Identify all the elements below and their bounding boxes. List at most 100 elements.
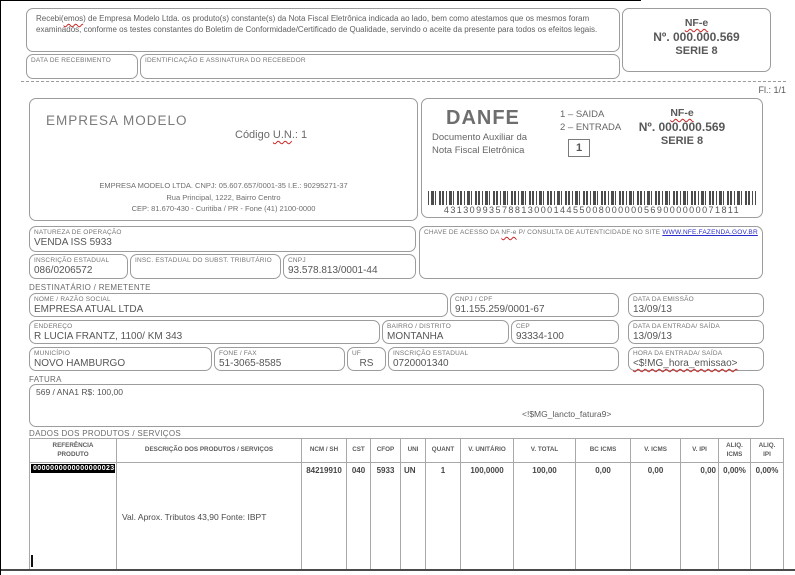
field-endereco: ENDEREÇO R LUCIA FRANTZ, 1100/ KM 343 [29, 320, 380, 344]
endereco-value: R LUCIA FRANTZ, 1100/ KM 343 [34, 331, 183, 342]
produtos-table-wrap: REFERÊNCIA PRODUTO DESCRIÇÃO DOS PRODUTO… [29, 438, 784, 570]
data-emissao-value: 13/09/13 [633, 304, 672, 315]
danfe-subtitle-line1: Documento Auxiliar da [432, 132, 528, 143]
field-data-recebimento: DATA DE RECEBIMENTO [26, 54, 138, 79]
col-referencia-produto: REFERÊNCIA PRODUTO [29, 438, 117, 463]
col-aliq-ipi: ALIQ. IPI [750, 438, 784, 463]
danfe-nfe-number-block: NF-e Nº. 000.000.569 SERIE 8 [616, 107, 748, 147]
receipt-statement-post: ) de Empresa Modelo Ltda. os produto(s) … [36, 14, 598, 35]
field-hora-entrada-saida: HORA DA ENTRADA/ SAÍDA <$!MG_hora_emissa… [628, 347, 764, 371]
cell-aliq-ipi: 0,00% [750, 462, 784, 570]
field-data-emissao: DATA DA EMISSÃO 13/09/13 [628, 293, 764, 317]
inscricao-estadual-label: INSCRIÇÃO ESTADUAL [34, 257, 110, 264]
col-descricao: DESCRIÇÃO DOS PRODUTOS / SERVIÇOS [116, 438, 302, 463]
col-ncm-sh: NCM / SH [301, 438, 347, 463]
uf-value: RS [359, 358, 374, 369]
cnpj-emitente-value: 93.578.813/0001-44 [288, 265, 378, 276]
produtos-section-title: DADOS DOS PRODUTOS / SERVIÇOS [29, 429, 181, 438]
col-cst: CST [346, 438, 371, 463]
cell-referencia: 00000000000000000238 [29, 462, 117, 570]
un-code-pre: Código [235, 129, 273, 141]
data-entrada-saida-label: DATA DA ENTRADA/ SAÍDA [633, 323, 720, 330]
field-municipio: MUNICÍPIO NOVO HAMBURGO [29, 347, 212, 371]
fatura-placeholder: <!$MG_lancto_fatura9> [522, 409, 612, 419]
nfe-fazenda-link[interactable]: WWW.NFE.FAZENDA.GOV.BR [662, 229, 758, 236]
fatura-section-title: FATURA [29, 375, 62, 384]
data-recebimento-label: DATA DE RECEBIMENTO [31, 57, 112, 64]
field-inscricao-estadual-destinatario: INSCRIÇÃO ESTADUAL 0720001340 [388, 347, 619, 371]
produtos-table: REFERÊNCIA PRODUTO DESCRIÇÃO DOS PRODUTO… [29, 438, 784, 570]
col-quant: QUANT [425, 438, 461, 463]
danfe-subtitle-line2: Nota Fiscal Eletrônica [432, 144, 525, 156]
identificacao-assinatura-label: IDENTIFICAÇÃO E ASSINATURA DO RECEBEDOR [145, 57, 306, 64]
cep-value: 93334-100 [516, 331, 564, 342]
municipio-label: MUNICÍPIO [34, 350, 71, 357]
issuer-info-block: EMPRESA MODELO LTDA. CNPJ: 05.607.657/00… [30, 180, 417, 214]
col-v-ipi: V. IPI [680, 438, 719, 463]
field-fone-fax: FONE / FAX 51-3065-8585 [214, 347, 345, 371]
natureza-operacao-value: VENDA ISS 5933 [34, 237, 112, 248]
danfe-entrada-label: 2 – ENTRADA [560, 122, 622, 134]
issuer-info-line1: EMPRESA MODELO LTDA. CNPJ: 05.607.657/00… [99, 181, 348, 191]
chave-label-post: P/ CONSULTA DE AUTENTICIDADE NO SITE [516, 229, 663, 236]
cell-aliq-icms: 0,00% [718, 462, 751, 570]
field-cnpj-cpf: CNPJ / CPF 91.155.259/0001-67 [450, 293, 619, 317]
inscricao-estadual-value: 086/0206572 [34, 265, 93, 276]
fone-fax-value: 51-3065-8585 [219, 358, 282, 369]
field-cep: CEP 93334-100 [511, 320, 619, 344]
nfe-number-stub-box: NF-e Nº. 000.000.569 SERIE 8 [622, 8, 771, 72]
danfe-title: DANFE [446, 107, 520, 129]
folio-label: Fl.: 1/1 [758, 85, 786, 95]
tributos-note: Val. Aprox. Tributos 43,90 Fonte: IBPT [122, 512, 267, 522]
access-key-barcode [428, 191, 756, 205]
danfe-operation-type-box: 1 [568, 139, 590, 157]
endereco-label: ENDEREÇO [34, 323, 73, 330]
issuer-info-line2: Rua Principal, 1222, Bairro Centro [166, 192, 281, 202]
issuer-box: EMPRESA MODELO Código U.N.: 1 EMPRESA MO… [29, 98, 418, 221]
danfe-inout-legend: 1 – SAIDA 2 – ENTRADA [560, 108, 621, 135]
col-v-unitario: V. UNITÁRIO [460, 438, 514, 463]
stub-nfe-number: Nº. 000.000.569 [653, 30, 740, 44]
fone-fax-label: FONE / FAX [219, 350, 257, 357]
cell-descricao: Val. Aprox. Tributos 43,90 Fonte: IBPT [116, 462, 302, 570]
hora-entrada-saida-value: <$!MG_hora_emissao> [633, 358, 738, 369]
referencia-selected-text[interactable]: 00000000000000000238 [31, 464, 115, 473]
field-cnpj-emitente: CNPJ 93.578.813/0001-44 [283, 254, 416, 279]
field-nome-razao-social: NOME / RAZÃO SOCIAL EMPRESA ATUAL LTDA [29, 293, 448, 317]
access-key-digits: 4313099357881300014455008000000569000000… [443, 205, 741, 215]
cell-ncm: 84219910 [301, 462, 347, 570]
danfe-saida-label: 1 – SAIDA [560, 109, 605, 120]
ie-destinatario-label: INSCRIÇÃO ESTADUAL [393, 350, 469, 357]
cell-v-unitario: 100,0000 [460, 462, 514, 570]
cell-v-icms: 0,00 [630, 462, 681, 570]
ie-subst-tributario-value [131, 264, 280, 265]
ie-subst-tributario-label: INSC. ESTADUAL DO SUBST. TRIBUTÁRIO [135, 257, 272, 264]
ie-destinatario-value: 0720001340 [393, 358, 449, 369]
cell-v-ipi: 0,00 [680, 462, 719, 570]
cut-separator-line [21, 81, 786, 82]
text-cursor [31, 555, 33, 567]
receipt-statement-pre: Recebi( [36, 14, 64, 23]
col-v-icms: V. ICMS [630, 438, 681, 463]
danfe-nfe-title: NF-e [670, 107, 694, 119]
cell-uni: UN [400, 462, 426, 570]
issuer-un-code: Código U.N.: 1 [235, 129, 307, 141]
issuer-info-line3: CEP: 81.670-430 - Curitiba / PR - Fone (… [131, 203, 316, 213]
produto-row: 00000000000000000238 Val. Aprox. Tributo… [29, 462, 784, 570]
col-aliq-icms: ALIQ. ICMS [718, 438, 751, 463]
stub-nfe-title: NF-e [684, 17, 709, 29]
cnpj-emitente-label: CNPJ [288, 257, 306, 264]
data-entrada-saida-value: 13/09/13 [633, 331, 672, 342]
receipt-statement-wavy: emos [63, 14, 84, 23]
danfe-nfe-series: SERIE 8 [660, 135, 704, 147]
danfe-nfe-number: Nº. 000.000.569 [638, 120, 726, 134]
un-code-post: .: 1 [291, 129, 308, 141]
uf-label: UF [352, 350, 362, 357]
field-ie-subst-tributario: INSC. ESTADUAL DO SUBST. TRIBUTÁRIO [130, 254, 281, 279]
data-emissao-label: DATA DA EMISSÃO [633, 296, 694, 303]
field-bairro-distrito: BAIRRO / DISTRITO MONTANHA [382, 320, 509, 344]
cnpj-cpf-value: 91.155.259/0001-67 [455, 304, 545, 315]
cell-cfop: 5933 [370, 462, 401, 570]
top-border-line [1, 0, 641, 1]
